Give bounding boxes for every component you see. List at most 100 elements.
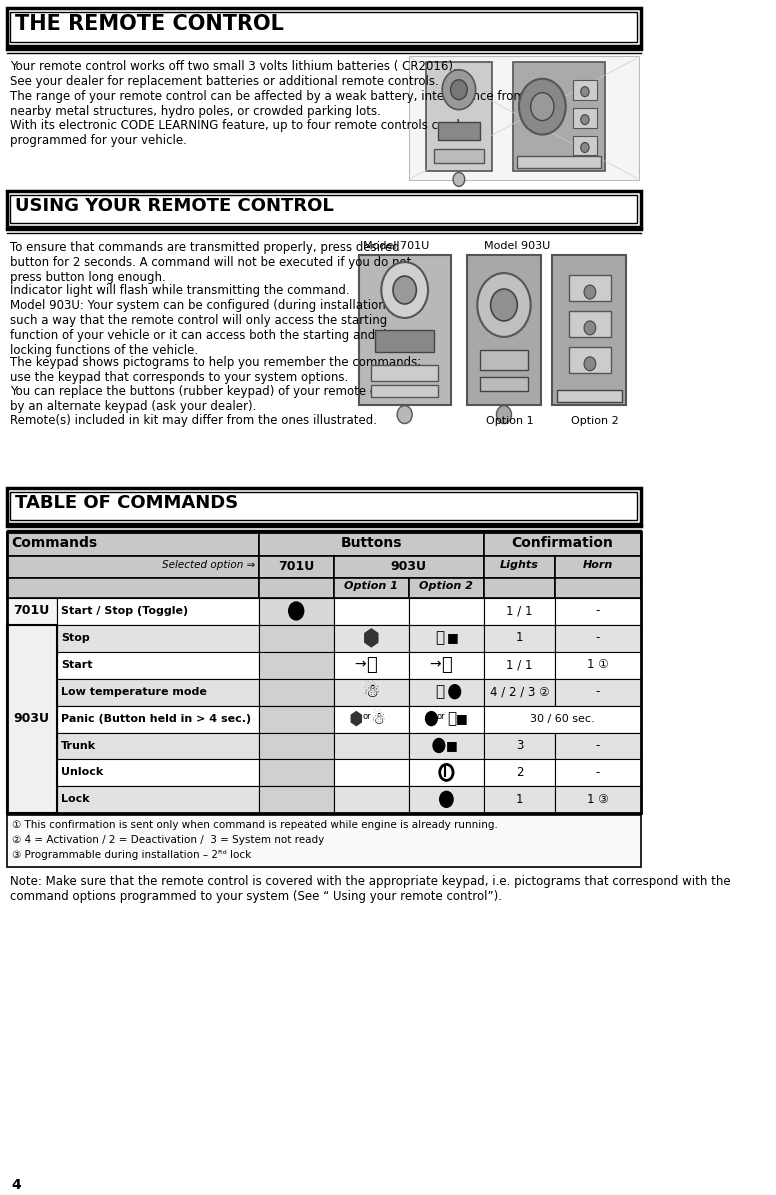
Bar [7, 8, 641, 45]
Circle shape [451, 80, 467, 99]
Text: Note: Make sure that the remote control is covered with the appropriate keypad, : Note: Make sure that the remote control … [10, 875, 731, 903]
Bar [334, 733, 409, 760]
Text: 1: 1 [515, 631, 523, 644]
Circle shape [519, 79, 566, 135]
Bar [334, 651, 409, 679]
Text: 701U: 701U [278, 560, 314, 574]
Bar [484, 705, 641, 733]
Text: Model 903U: Model 903U [484, 241, 550, 251]
Bar [555, 556, 641, 578]
Text: Indicator light will flash while transmitting the command.: Indicator light will flash while transmi… [10, 284, 350, 298]
Circle shape [584, 357, 596, 370]
Bar [425, 62, 492, 171]
Bar [258, 733, 334, 760]
Text: 903U: 903U [14, 712, 50, 725]
Circle shape [440, 791, 453, 808]
Text: ② 4 = Activation / 2 = Deactivation /  3 = System not ready: ② 4 = Activation / 2 = Deactivation / 3 … [12, 835, 324, 845]
Bar [573, 80, 597, 99]
Bar [10, 12, 637, 42]
Circle shape [584, 321, 596, 335]
Bar [409, 578, 484, 598]
Bar [258, 705, 334, 733]
Bar [258, 532, 484, 556]
Bar [409, 56, 639, 180]
Circle shape [453, 172, 465, 186]
Bar [518, 157, 601, 168]
Bar [258, 679, 334, 705]
Bar [484, 532, 641, 556]
Bar [334, 786, 409, 814]
Bar [409, 625, 484, 651]
Text: To ensure that commands are transmitted properly, press desired
button for 2 sec: To ensure that commands are transmitted … [10, 241, 411, 284]
Bar [334, 705, 409, 733]
Bar [553, 256, 625, 405]
Text: 4 / 2 / 3 ②: 4 / 2 / 3 ② [490, 685, 549, 698]
Bar [555, 625, 641, 651]
Bar [7, 760, 57, 786]
Bar [57, 598, 258, 625]
Text: Selected option ⇒: Selected option ⇒ [162, 560, 255, 570]
Circle shape [425, 711, 437, 725]
Bar [258, 625, 334, 651]
Bar [7, 651, 57, 679]
Text: -: - [596, 631, 600, 644]
Text: The range of your remote control can be affected by a weak battery, interference: The range of your remote control can be … [10, 90, 525, 117]
Text: ① This confirmation is sent only when command is repeated while engine is alread: ① This confirmation is sent only when co… [12, 820, 497, 831]
Bar [334, 578, 409, 598]
Bar [573, 108, 597, 128]
Text: Model 701U: Model 701U [363, 241, 429, 251]
Text: ■: ■ [447, 631, 459, 644]
Text: 4: 4 [12, 1178, 22, 1193]
Text: Commands: Commands [11, 537, 97, 550]
Bar [409, 705, 484, 733]
Circle shape [289, 602, 303, 620]
Bar [7, 625, 57, 814]
Text: 1: 1 [515, 792, 523, 805]
Text: You can replace the buttons (rubber keypad) of your remote control
by an alterna: You can replace the buttons (rubber keyp… [10, 385, 411, 412]
Text: ⚿: ⚿ [435, 685, 445, 699]
Polygon shape [352, 711, 362, 725]
Text: ⚿: ⚿ [441, 656, 452, 674]
Bar [7, 625, 57, 651]
Bar [484, 651, 555, 679]
Bar [484, 786, 555, 814]
Bar [7, 786, 57, 814]
Bar [409, 651, 484, 679]
Text: 1 / 1: 1 / 1 [506, 658, 532, 672]
Circle shape [580, 87, 589, 97]
Bar [10, 195, 637, 223]
Bar [7, 556, 258, 578]
Bar [7, 532, 641, 814]
Bar [467, 256, 541, 405]
Text: Low temperature mode: Low temperature mode [61, 687, 206, 697]
Text: The keypad shows pictograms to help you remember the commands;
use the keypad th: The keypad shows pictograms to help you … [10, 356, 421, 384]
Bar [555, 651, 641, 679]
Text: ■: ■ [456, 712, 467, 725]
Text: 1 / 1: 1 / 1 [506, 605, 532, 618]
Text: Lock: Lock [61, 795, 89, 804]
Bar [555, 679, 641, 705]
Text: -: - [596, 685, 600, 698]
Text: 2: 2 [515, 766, 523, 779]
Bar [7, 489, 641, 525]
Bar [376, 330, 434, 351]
Circle shape [531, 93, 554, 121]
Text: 30 / 60 sec.: 30 / 60 sec. [530, 713, 594, 724]
Text: 3: 3 [516, 739, 523, 752]
Bar [409, 598, 484, 625]
Bar [258, 651, 334, 679]
Bar [57, 733, 258, 760]
Bar [57, 651, 258, 679]
Bar [258, 760, 334, 786]
Bar [484, 578, 555, 598]
Text: See your dealer for replacement batteries or additional remote controls.: See your dealer for replacement batterie… [10, 75, 438, 87]
Bar [409, 786, 484, 814]
Bar [480, 350, 528, 369]
Bar [359, 256, 451, 405]
Bar [334, 598, 409, 625]
Text: →: → [354, 657, 365, 672]
Text: ■: ■ [445, 739, 457, 752]
Circle shape [580, 115, 589, 124]
Text: Trunk: Trunk [61, 741, 96, 750]
Bar [555, 578, 641, 598]
